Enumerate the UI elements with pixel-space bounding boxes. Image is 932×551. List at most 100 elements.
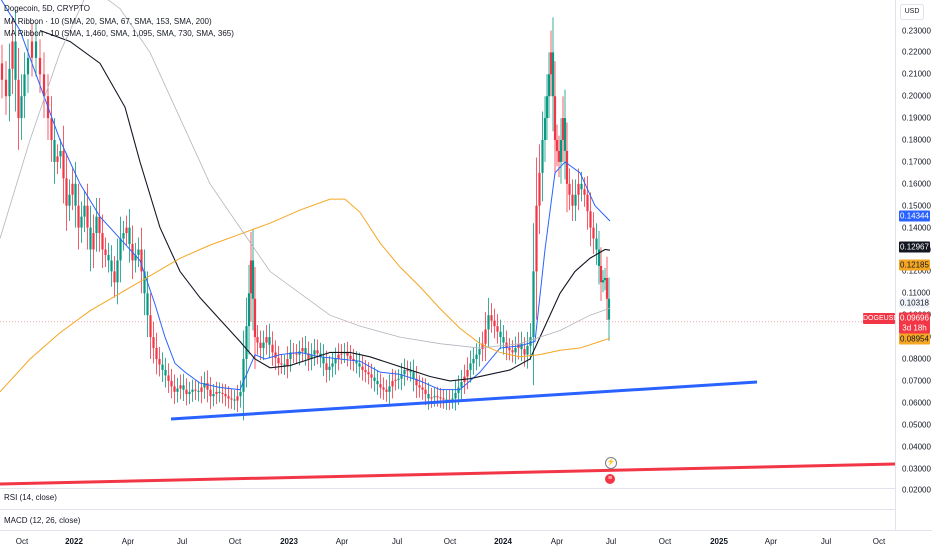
candle-body: [337, 354, 340, 359]
dividend-event-icon[interactable]: ⚡: [605, 457, 617, 469]
candle-body: [469, 363, 472, 370]
time-axis[interactable]: Oct 2022 Apr Jul Oct 2023 Apr Jul Oct 2024 Apr Jul O…: [0, 530, 932, 551]
candle-body: [555, 140, 559, 151]
candle-body: [508, 348, 511, 351]
candle-body: [529, 337, 532, 346]
candle-body: [520, 343, 523, 350]
candle-body: [140, 249, 143, 272]
candle-body: [523, 349, 526, 355]
candle-body: [188, 391, 191, 395]
candle-body: [559, 140, 563, 162]
chart-title[interactable]: Dogecoin, 5D, CRYPTO: [4, 4, 90, 13]
current-price-badge: 0.09696: [899, 312, 930, 324]
candle-body: [4, 79, 8, 97]
price-tick: 0.05000: [902, 420, 931, 430]
candle-body: [203, 383, 206, 388]
candle-body: [62, 150, 65, 179]
candle-body: [14, 41, 17, 80]
candle-body: [182, 385, 185, 390]
candle-body: [316, 350, 319, 354]
candle-body: [322, 356, 325, 364]
candle-body: [53, 140, 56, 162]
candle-body: [580, 183, 583, 190]
candle-body: [349, 355, 352, 359]
candle-body: [430, 397, 433, 399]
candle-body: [194, 389, 197, 391]
candle-body: [605, 277, 609, 299]
currency-button[interactable]: USD: [900, 4, 924, 20]
candle-body: [310, 354, 313, 359]
candle-body: [535, 205, 538, 272]
price-tick: 0.18000: [902, 135, 931, 145]
candle-body: [209, 389, 212, 397]
candle-body: [262, 342, 265, 349]
candle-body: [532, 271, 535, 338]
candle-body: [230, 398, 233, 400]
candle-body: [457, 387, 460, 393]
candle-body: [421, 387, 424, 390]
candle-body: [68, 194, 71, 206]
candle-body: [433, 396, 436, 398]
candle-body: [125, 227, 128, 234]
candle-body: [391, 380, 394, 387]
candle-body: [283, 364, 286, 366]
candle-body: [553, 96, 557, 140]
candle-body: [561, 118, 565, 140]
candle-body: [295, 353, 298, 355]
ma-ribbon-legend-1[interactable]: MA Ribbon · 10 (SMA, 20, SMA, 67, SMA, 1…: [4, 17, 212, 26]
candle-body: [373, 377, 376, 381]
candle-body: [128, 227, 131, 245]
candle-body: [173, 386, 176, 392]
time-axis-label: Oct: [443, 537, 457, 546]
price-tick: 0.15000: [902, 201, 931, 211]
economic-event-flag-icon[interactable]: ≡: [605, 474, 615, 484]
candle-body: [571, 194, 574, 206]
candle-body: [236, 396, 239, 401]
candle-body: [436, 396, 439, 398]
chart-canvas[interactable]: Dogecoin, 5D, CRYPTO MA Ribbon · 10 (SMA…: [0, 0, 895, 488]
candle-body: [583, 189, 586, 195]
candle-body: [301, 348, 304, 352]
price-axis[interactable]: USD 0.23000 0.22000 0.21000 0.20000 0.19000 0…: [895, 0, 932, 530]
candle-body: [487, 315, 490, 330]
candle-body: [538, 172, 541, 206]
time-axis-label: Oct: [228, 537, 242, 546]
macd-indicator-label[interactable]: MACD (12, 26, close): [4, 516, 81, 525]
candle-body: [122, 233, 125, 239]
candle-body: [397, 378, 400, 380]
price-chart[interactable]: [0, 0, 895, 488]
candle-body: [490, 315, 493, 321]
symbol-badge: DOGEUSD: [863, 313, 895, 324]
candle-body: [11, 41, 14, 69]
rsi-indicator-label[interactable]: RSI (14, close): [4, 493, 57, 502]
candle-body: [574, 194, 577, 206]
candle-body: [403, 369, 406, 375]
candle-body: [251, 260, 255, 299]
candle-body: [268, 337, 271, 345]
candle-body: [478, 349, 481, 355]
candle-body: [259, 342, 262, 349]
time-axis-label: Jul: [820, 537, 832, 546]
ma-ribbon-legend-2[interactable]: MA Ribbon · 10 (SMA, 1,460, SMA, 1,095, …: [4, 29, 234, 38]
candle-body: [101, 233, 104, 250]
candle-body: [415, 378, 418, 386]
candle-body: [511, 350, 514, 353]
candle-body: [95, 216, 98, 234]
time-axis-label: Oct: [15, 537, 29, 546]
price-tick: 0.07000: [902, 376, 931, 386]
candle-body: [107, 254, 110, 261]
price-tick: 0.22000: [902, 47, 931, 57]
candle-body: [249, 260, 253, 294]
candle-body: [59, 150, 62, 157]
support-trendline: [170, 380, 758, 421]
macd-pane-divider[interactable]: [0, 509, 895, 510]
candle-body: [137, 249, 140, 255]
candle-body: [20, 96, 23, 119]
candle-body: [412, 372, 415, 379]
rsi-pane-divider[interactable]: [0, 488, 895, 489]
candle-body: [161, 364, 164, 370]
candle-body: [65, 178, 68, 206]
candle-body: [493, 320, 496, 327]
candle-body: [409, 371, 412, 373]
candle-body: [394, 379, 397, 381]
